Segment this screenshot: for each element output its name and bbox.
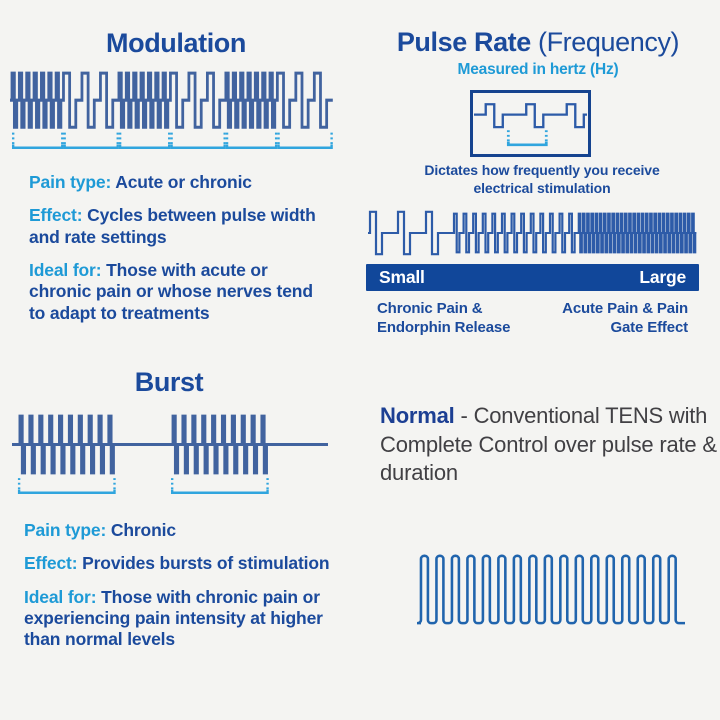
effect-value: Provides bursts of stimulation <box>82 553 330 574</box>
modulation-fields: Pain type: Acute or chronic Effect: Cycl… <box>29 172 329 336</box>
burst-effect-row: Effect: Provides bursts of stimulation <box>24 553 356 574</box>
ideal-for-value: Those with acute or chronic pain or whos… <box>29 260 313 323</box>
modulation-pain-type-row: Pain type: Acute or chronic <box>29 172 329 193</box>
burst-ideal-for-row: Ideal for: Those with chronic pain or ex… <box>24 587 356 651</box>
pulse-rate-period-box <box>470 90 591 157</box>
pain-type-label: Pain type: <box>29 172 112 192</box>
ideal-for-label: Ideal for: <box>24 586 97 607</box>
frequency-scale-waveform <box>368 210 697 256</box>
pulse-rate-title-main: Pulse Rate <box>396 27 531 57</box>
pulse-rate-title: Pulse Rate (Frequency) <box>362 27 714 58</box>
scale-large-label: Large <box>639 267 686 287</box>
modulation-ideal-for-row: Ideal for: Those with acute or chronic p… <box>29 260 329 324</box>
normal-waveform <box>417 554 685 625</box>
pain-type-value: Acute or chronic <box>115 172 252 192</box>
effect-value: Cycles between pulse width and rate sett… <box>29 205 316 247</box>
burst-title: Burst <box>134 367 204 397</box>
effect-label: Effect: <box>24 553 78 574</box>
burst-pain-type-row: Pain type: Chronic <box>24 520 356 541</box>
pain-type-value: Chronic <box>110 520 176 540</box>
modulation-title: Modulation <box>106 28 246 58</box>
scale-right-description: Acute Pain & Pain Gate Effect <box>562 300 688 336</box>
modulation-waveform <box>10 71 333 150</box>
effect-label: Effect: <box>29 205 83 226</box>
burst-waveform <box>12 414 328 495</box>
pain-type-label: Pain type: <box>24 520 107 540</box>
pulse-rate-box-waveform <box>474 102 587 146</box>
frequency-scale-bar: Small Large <box>366 264 699 291</box>
pulse-rate-subtitle: Measured in hertz (Hz) <box>457 61 619 78</box>
normal-description: - Conventional TENS with Complete Contro… <box>380 403 717 486</box>
modulation-effect-row: Effect: Cycles between pulse width and r… <box>29 205 329 248</box>
pulse-rate-caption: Dictates how frequently you receive elec… <box>424 162 660 197</box>
scale-left-description: Chronic Pain & Endorphin Release <box>377 300 511 336</box>
normal-description-block: Normal - Conventional TENS with Complete… <box>380 402 720 488</box>
scale-small-label: Small <box>379 267 425 287</box>
burst-fields: Pain type: Chronic Effect: Provides burs… <box>24 520 356 663</box>
pulse-rate-title-note: (Frequency) <box>538 27 680 57</box>
ideal-for-label: Ideal for: <box>29 260 102 281</box>
normal-title: Normal <box>380 403 455 428</box>
ideal-for-value: Those with chronic pain or experiencing … <box>24 586 323 650</box>
